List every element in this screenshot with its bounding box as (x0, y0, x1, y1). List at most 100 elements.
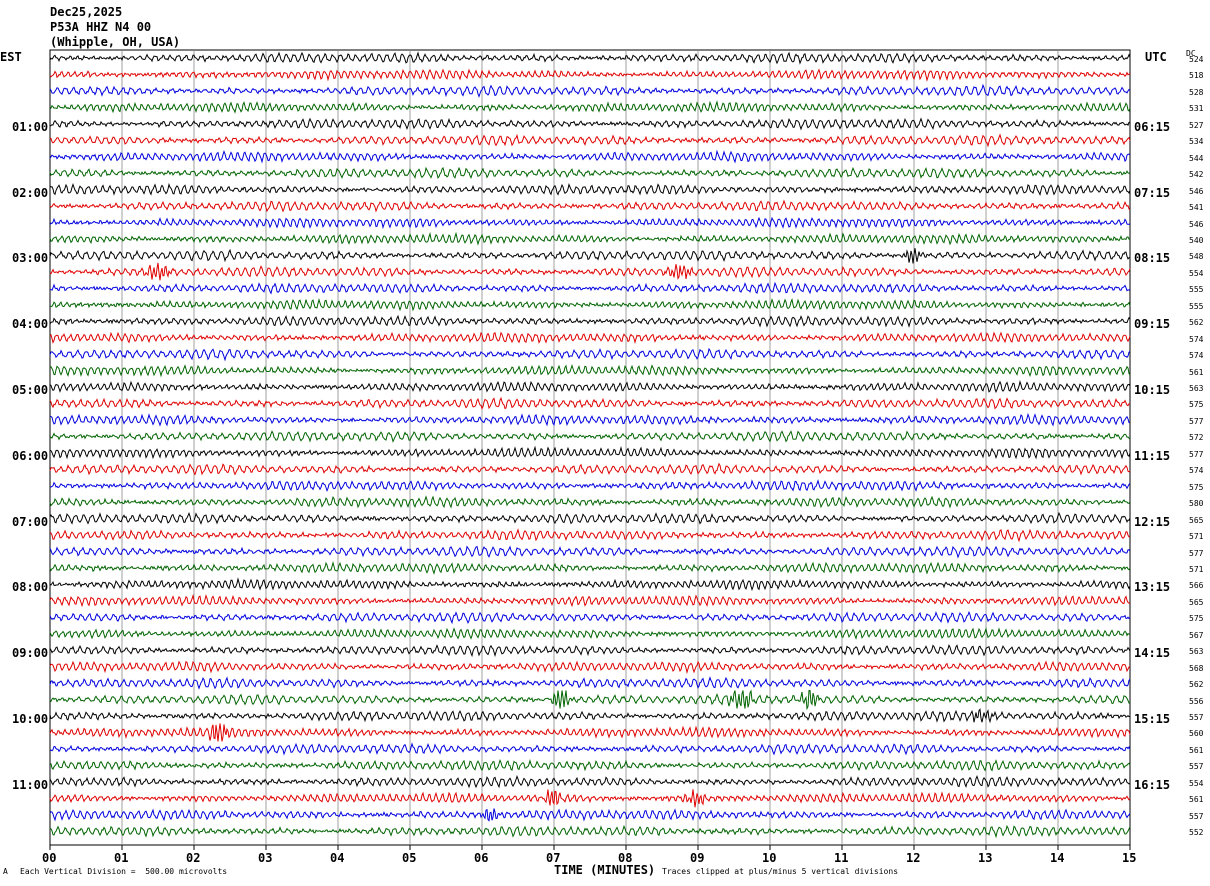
left-hour-label: 04:00 (12, 317, 49, 332)
dc-offset-label: 557 (1189, 713, 1204, 722)
seismic-trace (49, 676, 1131, 690)
dc-offset-label: 528 (1189, 87, 1204, 97)
seismic-trace (49, 824, 1131, 839)
left-timezone-label: EST (0, 50, 22, 64)
seismic-trace (49, 262, 1131, 281)
right-hour-label: 07:15 (1134, 185, 1171, 200)
seismic-trace (49, 347, 1131, 362)
right-hour-label: 16:15 (1134, 777, 1171, 792)
x-axis-title: TIME (MINUTES) (554, 863, 656, 877)
dc-offset-label: 561 (1189, 795, 1204, 805)
seismic-trace (49, 789, 1131, 808)
dc-offset-label: 548 (1189, 252, 1204, 262)
seismic-trace (49, 182, 1131, 196)
dc-offset-label: 565 (1189, 597, 1204, 607)
x-tick-label: 06 (474, 851, 489, 865)
seismic-trace (49, 445, 1131, 460)
dc-offset-label: 557 (1189, 762, 1204, 772)
seismic-trace (49, 627, 1131, 640)
x-tick-label: 08 (618, 851, 633, 865)
seismic-trace (49, 708, 1131, 724)
plot-frame (49, 49, 1131, 846)
seismic-trace (49, 561, 1131, 575)
seismic-trace (49, 660, 1131, 675)
seismic-trace (49, 479, 1131, 493)
seismic-trace (49, 166, 1131, 180)
right-hour-label: 14:15 (1134, 646, 1171, 661)
seismic-trace (49, 462, 1131, 476)
dc-offset-label: 556 (1189, 696, 1204, 706)
x-tick-label: 01 (114, 851, 129, 865)
left-hour-label: 02:00 (12, 185, 49, 200)
dc-offset-label: 565 (1189, 515, 1204, 525)
seismic-trace (49, 528, 1131, 543)
dc-offset-label: 575 (1189, 614, 1204, 624)
seismic-trace (49, 51, 1131, 65)
dc-offset-label: 554 (1189, 268, 1204, 278)
seismic-trace (49, 83, 1131, 98)
x-tick-label: 09 (690, 851, 705, 865)
right-hour-label: 11:15 (1134, 448, 1171, 463)
left-hour-label: 01:00 (12, 119, 49, 134)
seismic-trace (49, 759, 1131, 772)
seismic-trace (49, 545, 1131, 559)
x-tick-label: 12 (906, 851, 921, 865)
seismic-trace (49, 396, 1131, 410)
dc-offset-label: 555 (1189, 301, 1204, 311)
seismic-trace (49, 117, 1131, 131)
seismic-trace (49, 643, 1131, 658)
seismic-trace (49, 281, 1131, 295)
x-tick-label: 02 (186, 851, 201, 865)
dc-offset-label: 554 (1189, 778, 1204, 788)
seismic-trace (49, 100, 1131, 114)
right-hour-label: 13:15 (1134, 580, 1171, 595)
dc-offset-label: 518 (1189, 71, 1204, 81)
dc-offset-label: 566 (1189, 581, 1204, 591)
corner-mark: A (3, 867, 8, 876)
seismic-trace (49, 133, 1131, 148)
dc-offset-label: 560 (1189, 729, 1204, 739)
dc-offset-label: 563 (1189, 647, 1204, 657)
dc-offset-label: 544 (1189, 153, 1204, 163)
dc-offset-label: 562 (1189, 318, 1204, 328)
seismic-trace (49, 610, 1131, 625)
dc-offset-label: 577 (1189, 416, 1204, 426)
seismic-trace (49, 314, 1131, 328)
dc-offset-label: 561 (1189, 745, 1204, 755)
left-hour-label: 06:00 (12, 448, 49, 463)
seismic-trace (49, 379, 1131, 394)
left-hour-label: 11:00 (12, 777, 49, 792)
seismic-trace (49, 331, 1131, 345)
seismic-trace (49, 364, 1131, 378)
x-tick-label: 03 (258, 851, 273, 865)
x-tick-label: 14 (1050, 851, 1065, 865)
seismic-trace (49, 742, 1131, 756)
dc-offset-label: 567 (1189, 630, 1204, 640)
right-hour-label: 10:15 (1134, 383, 1171, 397)
left-hour-label: 05:00 (12, 383, 49, 397)
x-tick-label: 05 (402, 851, 417, 865)
left-hour-label: 10:00 (12, 712, 49, 726)
dc-offset-label: 575 (1189, 400, 1204, 410)
station-location: (Whipple, OH, USA) (50, 35, 181, 49)
dc-offset-label: 546 (1189, 186, 1204, 196)
seismic-trace (49, 231, 1131, 246)
plot-date: Dec25,2025 (50, 5, 123, 19)
dc-offset-label: 557 (1189, 811, 1204, 821)
seismic-trace (49, 511, 1131, 525)
seismic-trace (49, 248, 1131, 264)
dc-offset-label: 540 (1189, 235, 1204, 245)
seismic-trace (49, 149, 1131, 164)
dc-offset-label: 531 (1189, 104, 1204, 114)
dc-offset-label: 534 (1189, 137, 1204, 147)
seismic-trace (49, 297, 1131, 312)
seismic-trace (49, 577, 1131, 592)
vertical-scale-note: Each Vertical Division = 500.00 microvol… (20, 867, 228, 876)
x-tick-label: 00 (42, 851, 57, 865)
left-hour-label: 09:00 (12, 646, 49, 661)
seismic-trace (49, 593, 1131, 608)
dc-offset-label: 568 (1189, 663, 1204, 673)
dc-offset-label: 562 (1189, 680, 1204, 690)
left-hour-label: 08:00 (12, 580, 49, 595)
seismic-trace (49, 808, 1131, 822)
